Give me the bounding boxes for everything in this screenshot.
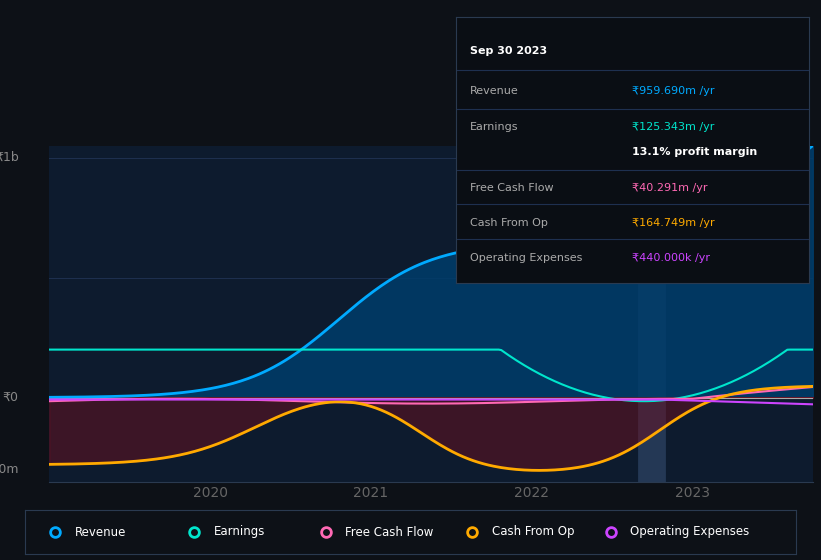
- Text: Cash From Op: Cash From Op: [492, 525, 574, 539]
- Text: Sep 30 2023: Sep 30 2023: [470, 46, 547, 57]
- Text: ₹440.000k /yr: ₹440.000k /yr: [632, 253, 710, 263]
- Text: ₹959.690m /yr: ₹959.690m /yr: [632, 86, 714, 96]
- Text: Operating Expenses: Operating Expenses: [470, 253, 582, 263]
- Text: Revenue: Revenue: [75, 525, 126, 539]
- Text: Operating Expenses: Operating Expenses: [631, 525, 750, 539]
- Text: ₹1b: ₹1b: [0, 151, 19, 164]
- Text: Revenue: Revenue: [470, 86, 519, 96]
- Text: ₹164.749m /yr: ₹164.749m /yr: [632, 218, 715, 228]
- Text: ₹40.291m /yr: ₹40.291m /yr: [632, 183, 708, 193]
- Text: -₹300m: -₹300m: [0, 463, 19, 476]
- Text: ₹0: ₹0: [2, 391, 19, 404]
- Text: 13.1% profit margin: 13.1% profit margin: [632, 147, 758, 157]
- Text: Earnings: Earnings: [213, 525, 265, 539]
- Text: Cash From Op: Cash From Op: [470, 218, 548, 228]
- Text: Earnings: Earnings: [470, 122, 518, 132]
- Text: ₹125.343m /yr: ₹125.343m /yr: [632, 122, 714, 132]
- Text: Free Cash Flow: Free Cash Flow: [470, 183, 553, 193]
- Text: Free Cash Flow: Free Cash Flow: [345, 525, 433, 539]
